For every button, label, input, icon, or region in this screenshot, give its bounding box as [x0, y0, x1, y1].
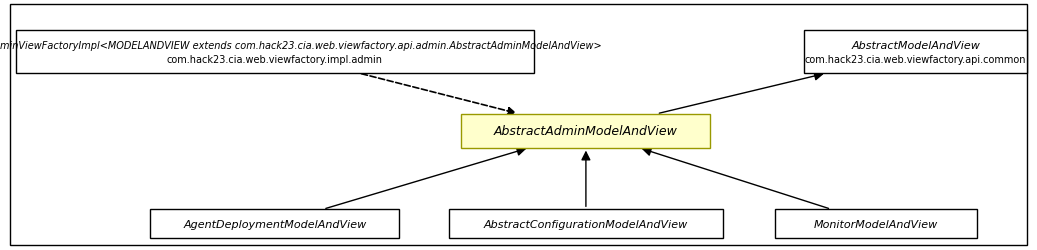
Text: com.hack23.cia.web.viewfactory.impl.admin: com.hack23.cia.web.viewfactory.impl.admi…	[167, 54, 383, 64]
Text: com.hack23.cia.web.viewfactory.api.common: com.hack23.cia.web.viewfactory.api.commo…	[805, 54, 1027, 64]
Bar	[775, 209, 977, 238]
Text: AbstractModelAndView: AbstractModelAndView	[851, 41, 980, 51]
Text: AbstractAdminViewFactoryImpl<MODELANDVIEW extends com.hack23.cia.web.viewfactory: AbstractAdminViewFactoryImpl<MODELANDVIE…	[0, 41, 602, 51]
Bar	[461, 114, 710, 148]
Bar	[150, 209, 399, 238]
Bar	[448, 209, 724, 238]
Bar	[805, 31, 1027, 74]
Text: AbstractAdminModelAndView: AbstractAdminModelAndView	[494, 125, 678, 138]
Text: MonitorModelAndView: MonitorModelAndView	[814, 219, 938, 229]
Text: AgentDeploymentModelAndView: AgentDeploymentModelAndView	[184, 219, 366, 229]
Text: AbstractConfigurationModelAndView: AbstractConfigurationModelAndView	[484, 219, 688, 229]
Bar	[16, 31, 534, 74]
